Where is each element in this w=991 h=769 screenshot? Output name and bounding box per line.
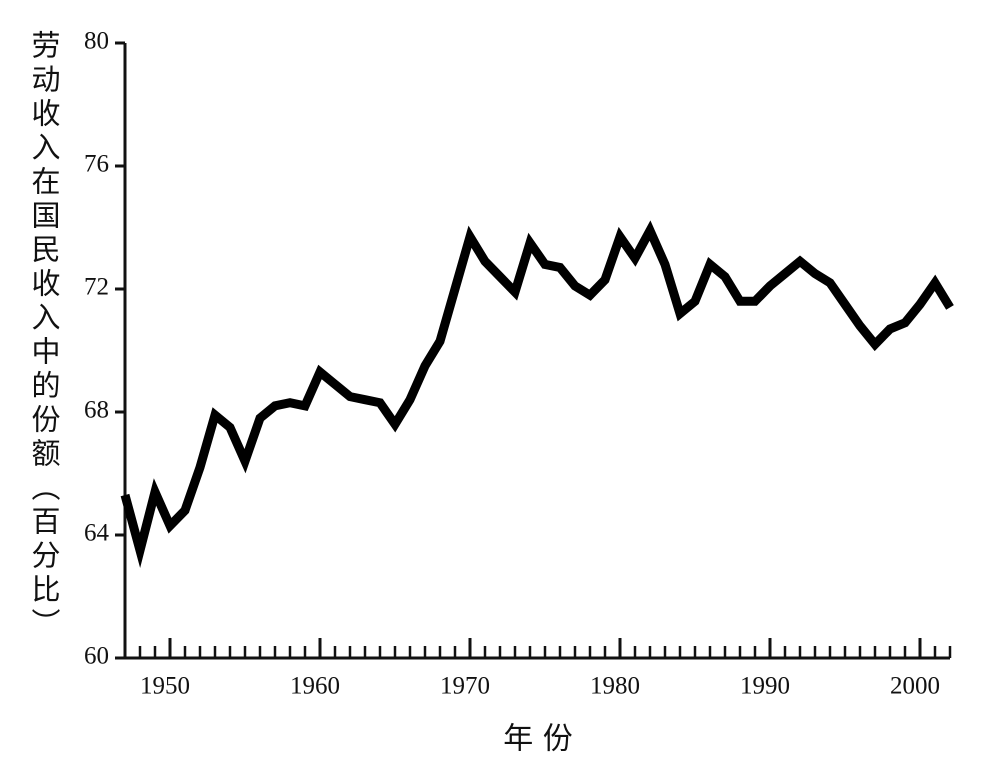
y-tick-label: 68 [84, 397, 109, 424]
y-tick-label: 60 [84, 643, 109, 670]
x-tick-label: 1980 [590, 673, 640, 700]
x-tick-label: 1970 [440, 673, 490, 700]
data-line [120, 220, 954, 569]
x-tick-label: 1950 [140, 673, 190, 700]
x-tick-label: 1990 [740, 673, 790, 700]
y-tick-label: 64 [84, 520, 110, 547]
x-axis-label: 年 份 [503, 722, 573, 757]
x-tick-label: 1960 [290, 673, 340, 700]
y-tick-label: 72 [84, 274, 109, 301]
x-tick-label: 2000 [890, 673, 940, 700]
y-axis-label: 劳动收入在国民收入中的份额（百分比） [27, 30, 61, 642]
y-tick-label: 76 [84, 151, 109, 178]
y-tick-label: 80 [84, 28, 109, 55]
